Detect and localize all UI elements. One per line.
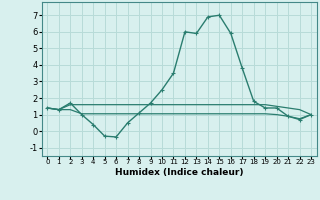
- X-axis label: Humidex (Indice chaleur): Humidex (Indice chaleur): [115, 168, 244, 177]
